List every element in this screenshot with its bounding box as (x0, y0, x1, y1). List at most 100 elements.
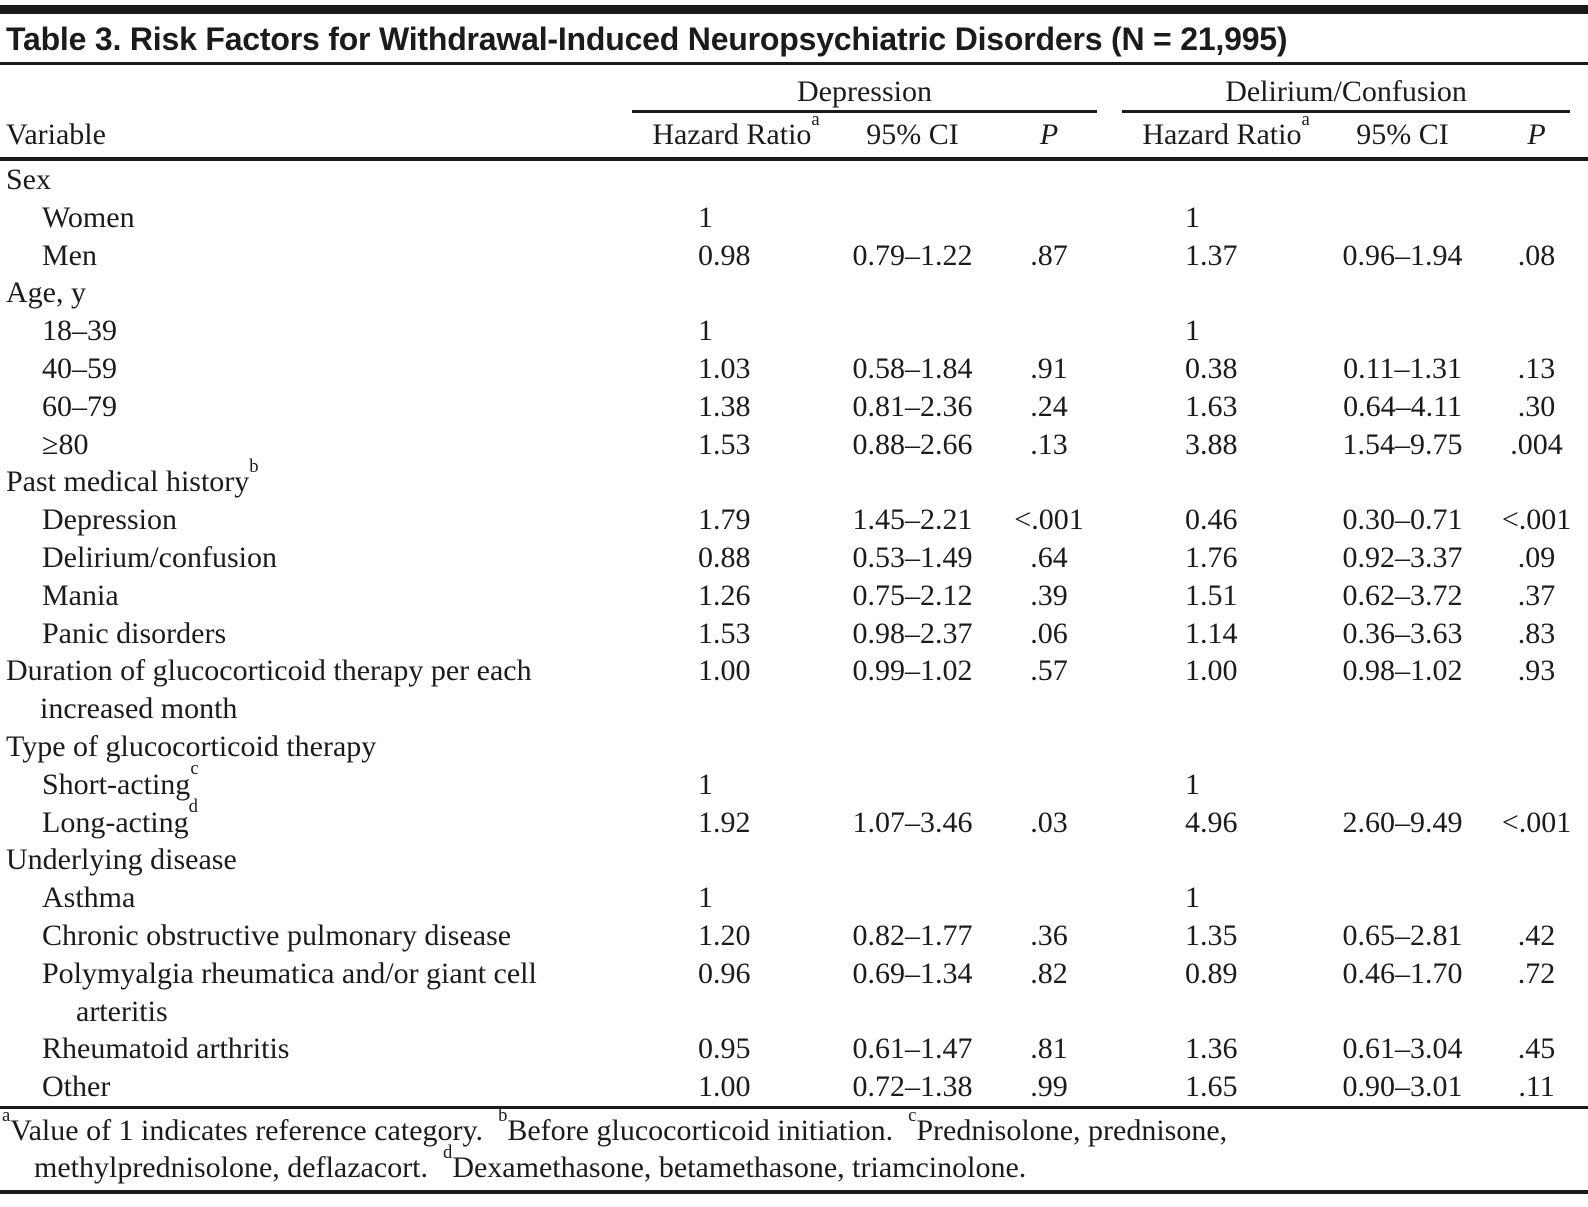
footnote-segment: bBefore glucocorticoid initiation. (498, 1104, 894, 1147)
table-row: Asthma 1 1 (0, 879, 1588, 917)
footnote-mark: c (190, 758, 199, 780)
cell-ci-delirium (1330, 728, 1475, 766)
cell-p-depression (985, 766, 1097, 804)
variable-label: Asthma (42, 881, 136, 915)
cell-gap (1097, 199, 1122, 237)
cell-variable: Polymyalgia rheumatica and/or giant cell… (0, 955, 632, 1031)
cell-ci-delirium: 0.30–0.71 (1342, 503, 1463, 537)
cell-hazard-ratio-depression: 1.20 (698, 918, 751, 952)
cell-hazard-ratio-depression (632, 728, 840, 766)
cell-p-delirium: .83 (1517, 616, 1556, 650)
cell-p-depression: .13 (1030, 427, 1068, 461)
cell-p-delirium (1475, 199, 1588, 237)
cell-gap (1097, 766, 1122, 804)
cell-hazard-ratio-depression: 1.00 (632, 1068, 840, 1109)
cell-p-delirium: .93 (1517, 654, 1556, 688)
cell-variable: 40–59 (0, 350, 632, 388)
cell-p-delirium: .09 (1517, 540, 1556, 574)
cell-variable: Women (0, 199, 632, 237)
header-gap (1097, 113, 1123, 161)
cell-variable: Short-actingc (0, 760, 632, 804)
table-row: Chronic obstructive pulmonary disease 1.2… (0, 917, 1588, 955)
cell-hazard-ratio-depression: 1.26 (698, 578, 751, 612)
cell-gap (1097, 1030, 1122, 1068)
table-row: Depression 1.79 1.45–2.21 <.001 0.46 0.30–0.7… (0, 501, 1588, 539)
variable-label: Panic disorders (42, 616, 227, 650)
cell-ci-delirium (1330, 274, 1475, 312)
hazard-ratio-label: Hazard Ratio (652, 118, 812, 151)
cell-p-delirium: .004 (1510, 427, 1563, 461)
cell-gap (1097, 312, 1122, 350)
cell-ci-depression (840, 159, 985, 199)
cell-p-depression (985, 274, 1097, 312)
cell-ci-delirium: 0.36–3.63 (1342, 616, 1463, 650)
cell-ci-delirium: 0.11–1.31 (1343, 351, 1462, 385)
variable-label: 40–59 (42, 351, 117, 385)
col-header-ci-1: 95% CI (840, 113, 985, 161)
cell-p-delirium (1475, 463, 1588, 501)
cell-ci-delirium: 1.54–9.75 (1342, 427, 1463, 461)
table-row: Type of glucocorticoid therapy (0, 728, 1588, 766)
cell-variable: Underlying disease (0, 841, 632, 879)
cell-gap (1097, 237, 1122, 275)
cell-hazard-ratio-delirium: 1.37 (1185, 238, 1238, 272)
cell-ci-delirium: 0.96–1.94 (1342, 238, 1463, 272)
variable-label: ≥80 (42, 427, 89, 461)
cell-hazard-ratio-delirium: 1.51 (1185, 578, 1238, 612)
cell-gap (1097, 615, 1122, 653)
table-row: Age, y (0, 274, 1588, 312)
footnote-line-2: methylprednisolone, deflazacort. dDexamet… (2, 1143, 1588, 1186)
cell-gap (1097, 350, 1122, 388)
cell-hazard-ratio-delirium: 1.36 (1185, 1032, 1238, 1066)
cell-ci-delirium (1330, 159, 1475, 199)
table-row: Past medical historyb (0, 457, 1588, 501)
cell-p-delirium (1475, 274, 1588, 312)
cell-variable: Mania (0, 577, 632, 615)
cell-gap (1097, 652, 1122, 728)
cell-variable: Sex (0, 159, 632, 199)
cell-variable: Past medical historyb (0, 457, 632, 501)
cell-gap (1097, 1068, 1123, 1109)
variable-label: Type of glucocorticoid therapy (6, 729, 377, 763)
cell-hazard-ratio-depression: 0.96 (698, 956, 751, 990)
cell-p-delirium: .11 (1475, 1068, 1588, 1109)
cell-p-delirium: .30 (1517, 389, 1556, 423)
cell-p-depression: .64 (1030, 540, 1068, 574)
cell-hazard-ratio-depression: 1 (698, 314, 713, 348)
cell-ci-depression (840, 463, 985, 501)
cell-ci-delirium: 2.60–9.49 (1342, 805, 1463, 839)
variable-label: 18–39 (42, 314, 117, 348)
variable-label: Other (42, 1070, 111, 1104)
cell-p-delirium: <.001 (1501, 503, 1572, 537)
cell-hazard-ratio-depression: 1 (698, 200, 713, 234)
cell-ci-depression (840, 728, 985, 766)
cell-p-delirium: .37 (1517, 578, 1556, 612)
variable-label: Mania (42, 578, 119, 612)
variable-label: Age, y (6, 276, 86, 310)
cell-ci-depression: 0.88–2.66 (852, 427, 973, 461)
cell-hazard-ratio-depression (632, 274, 840, 312)
col-group-delirium: Delirium/Confusion (1122, 65, 1588, 113)
cell-gap (1097, 879, 1122, 917)
cell-p-depression (985, 841, 1097, 879)
cell-hazard-ratio-delirium: 1.76 (1185, 540, 1238, 574)
col-group-delirium-label: Delirium/Confusion (1122, 65, 1571, 113)
hazard-ratio-footnote-mark: a (1301, 108, 1310, 130)
cell-gap (1097, 501, 1122, 539)
cell-p-delirium (1475, 841, 1588, 879)
cell-p-delirium (1475, 728, 1588, 766)
cell-ci-depression: 0.53–1.49 (852, 540, 973, 574)
cell-gap (1097, 577, 1122, 615)
variable-label: Sex (6, 163, 51, 196)
cell-ci-delirium (1330, 766, 1475, 804)
cell-ci-delirium: 0.61–3.04 (1342, 1032, 1463, 1066)
cell-variable: Depression (0, 501, 632, 539)
cell-ci-depression: 0.81–2.36 (852, 389, 973, 423)
cell-ci-depression: 0.82–1.77 (852, 918, 973, 952)
variable-label-continuation: increased month (40, 692, 238, 726)
cell-ci-depression: 0.98–2.37 (852, 616, 973, 650)
cell-p-delirium: .72 (1517, 956, 1556, 990)
variable-label: Women (42, 200, 135, 234)
top-rule (0, 5, 1588, 14)
cell-gap (1097, 388, 1122, 426)
